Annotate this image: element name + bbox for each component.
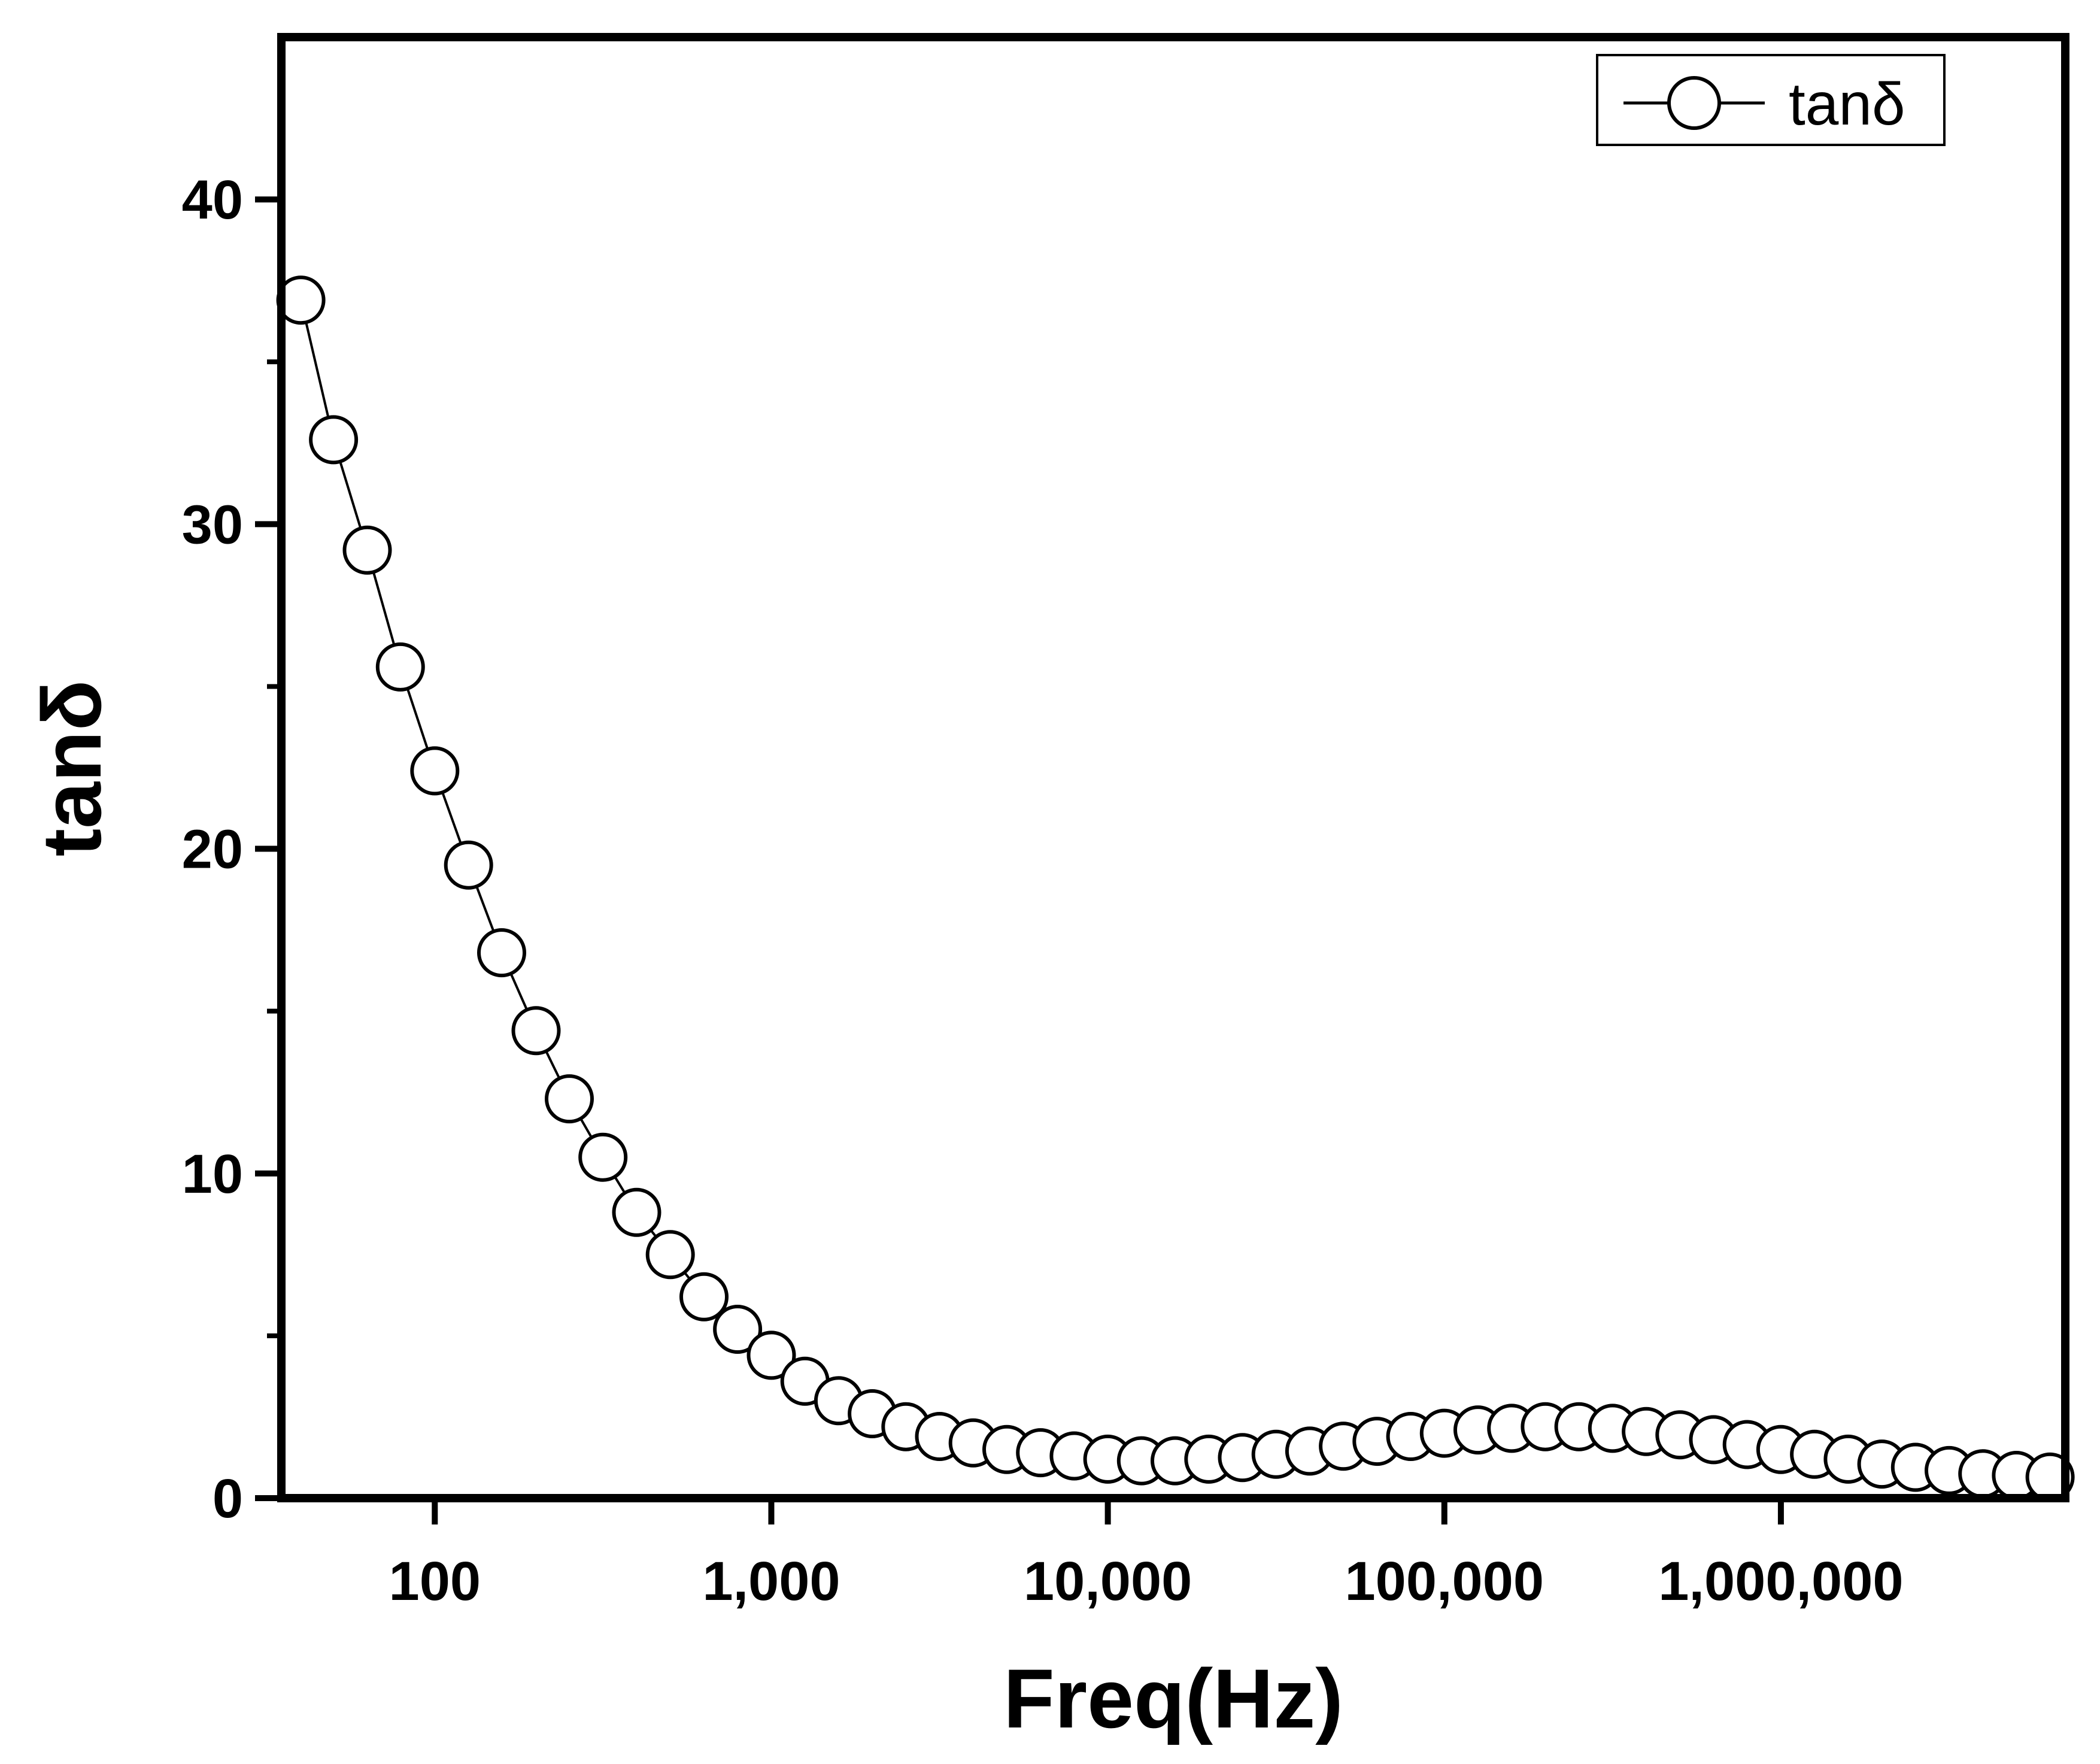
- data-point: [545, 1074, 594, 1124]
- data-point: [477, 928, 526, 978]
- plot-area-frame: [277, 33, 2069, 1502]
- legend-box: [1596, 54, 1946, 146]
- legend-circle-marker: [1667, 76, 1721, 130]
- x-tick-label: 100: [389, 1551, 481, 1612]
- y-tick-label: 0: [213, 1468, 243, 1529]
- data-point: [342, 525, 392, 575]
- y-axis-title: tanδ: [25, 680, 119, 857]
- y-tick-label: 40: [182, 169, 243, 231]
- legend-label: tanδ: [1789, 71, 1905, 138]
- data-point: [309, 415, 359, 465]
- data-point: [746, 1330, 796, 1380]
- axes-layer: 0 10 20 30 40 100 1,000 10,000 100,000 1,000,000: [182, 169, 1904, 1612]
- x-axis-title: Freq(Hz): [1003, 1651, 1343, 1745]
- data-point: [645, 1230, 695, 1280]
- data-point: [713, 1305, 763, 1354]
- data-point: [375, 642, 425, 692]
- data-point: [679, 1272, 729, 1322]
- y-tick-label: 10: [182, 1144, 243, 1205]
- data-point: [612, 1187, 661, 1237]
- x-tick-label: 100,000: [1345, 1551, 1544, 1612]
- series-layer: [276, 275, 2075, 1502]
- data-point: [444, 840, 493, 890]
- x-tick-label: 1,000: [702, 1551, 840, 1612]
- data-point: [410, 746, 460, 796]
- legend: tanδ: [1596, 54, 1946, 146]
- y-tick-label: 30: [182, 494, 243, 555]
- data-point: [511, 1006, 561, 1056]
- y-tick-label: 20: [182, 819, 243, 880]
- data-point: [578, 1132, 628, 1182]
- x-tick-label: 10,000: [1024, 1551, 1192, 1612]
- x-tick-label: 1,000,000: [1658, 1551, 1903, 1612]
